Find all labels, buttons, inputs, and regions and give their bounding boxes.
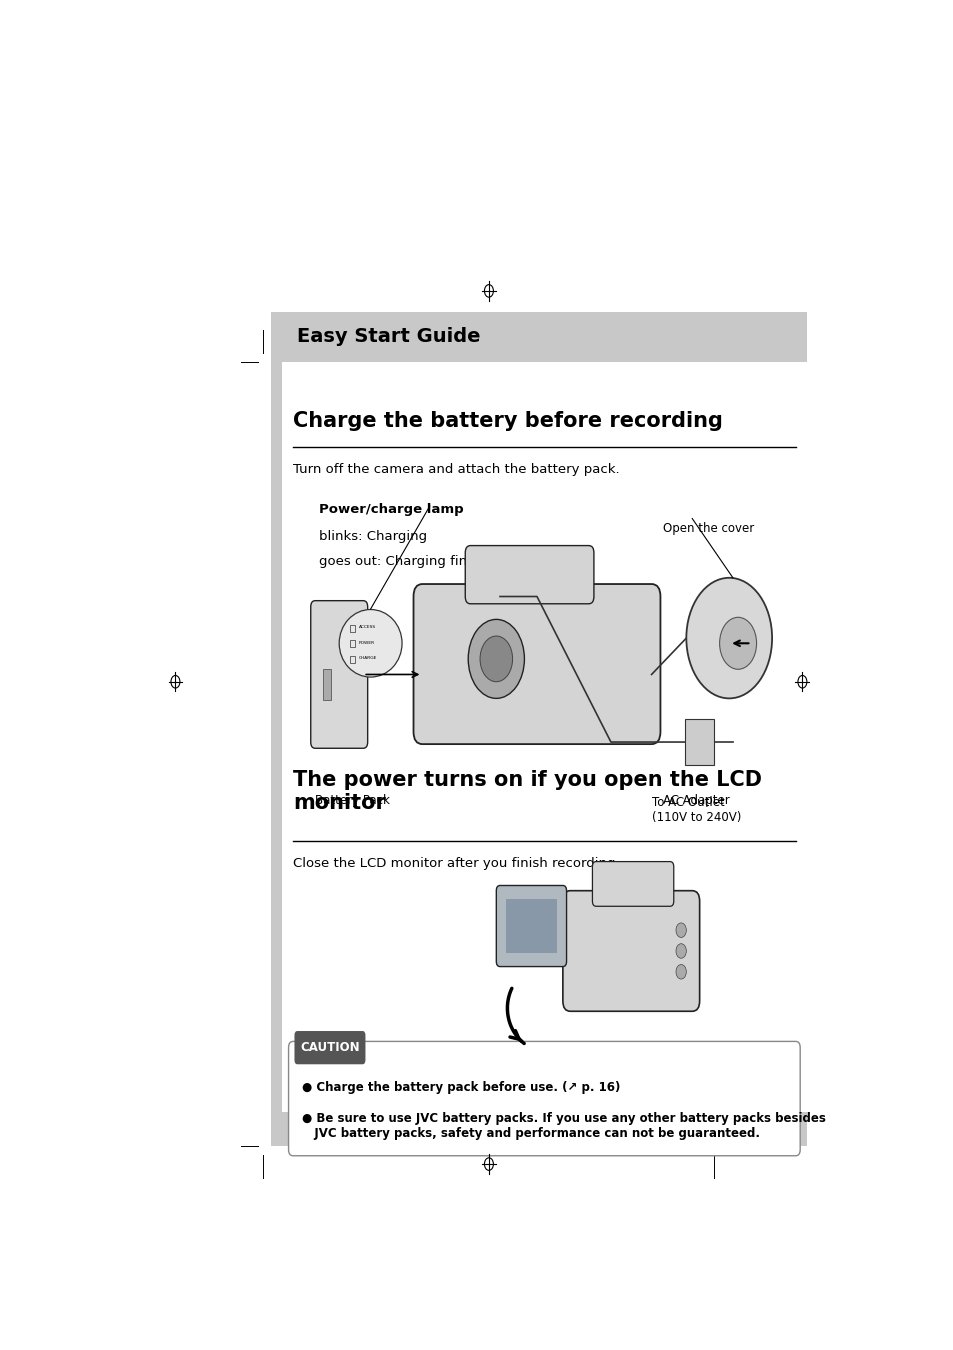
FancyBboxPatch shape <box>282 362 806 1112</box>
Text: The power turns on if you open the LCD
monitor: The power turns on if you open the LCD m… <box>293 769 761 813</box>
Text: POWER: POWER <box>358 641 375 645</box>
Text: Close the LCD monitor after you finish recording.: Close the LCD monitor after you finish r… <box>293 857 618 871</box>
Circle shape <box>719 617 756 670</box>
Text: Power/charge lamp: Power/charge lamp <box>318 504 463 516</box>
Text: CHARGE: CHARGE <box>358 656 376 660</box>
FancyBboxPatch shape <box>592 861 673 906</box>
Bar <box>350 640 355 648</box>
FancyBboxPatch shape <box>271 362 284 1112</box>
Text: ACCESS: ACCESS <box>358 625 375 629</box>
FancyBboxPatch shape <box>311 601 367 748</box>
Text: 2: 2 <box>293 1122 302 1137</box>
FancyBboxPatch shape <box>271 312 806 362</box>
Text: CAUTION: CAUTION <box>300 1041 359 1054</box>
FancyBboxPatch shape <box>684 720 714 765</box>
FancyBboxPatch shape <box>271 1112 806 1146</box>
Circle shape <box>676 923 685 937</box>
FancyBboxPatch shape <box>465 545 594 603</box>
Circle shape <box>676 964 685 979</box>
Circle shape <box>468 620 524 698</box>
FancyBboxPatch shape <box>288 1041 800 1156</box>
Circle shape <box>676 944 685 958</box>
FancyBboxPatch shape <box>578 589 657 740</box>
Circle shape <box>685 578 771 698</box>
Ellipse shape <box>339 609 401 678</box>
Text: ● Charge the battery pack before use. (↗ p. 16): ● Charge the battery pack before use. (↗… <box>301 1081 619 1094</box>
Bar <box>350 656 355 663</box>
Text: To AC Outlet
(110V to 240V): To AC Outlet (110V to 240V) <box>651 796 740 824</box>
FancyBboxPatch shape <box>496 886 566 967</box>
Bar <box>322 670 331 701</box>
Text: ● Be sure to use JVC battery packs. If you use any other battery packs besides
 : ● Be sure to use JVC battery packs. If y… <box>301 1112 825 1141</box>
Text: blinks: Charging: blinks: Charging <box>318 531 427 543</box>
Bar <box>350 625 355 632</box>
Text: Turn off the camera and attach the battery pack.: Turn off the camera and attach the batte… <box>293 463 618 477</box>
Circle shape <box>479 636 512 682</box>
Text: Easy Start Guide: Easy Start Guide <box>296 327 479 346</box>
Text: AC Adapter: AC Adapter <box>662 794 729 807</box>
Text: Charge the battery before recording: Charge the battery before recording <box>293 412 722 432</box>
FancyBboxPatch shape <box>413 585 659 744</box>
Text: Open the cover: Open the cover <box>662 521 753 535</box>
Text: EN: EN <box>317 1125 331 1134</box>
FancyBboxPatch shape <box>562 891 699 1011</box>
Bar <box>505 899 557 953</box>
Text: goes out: Charging finished: goes out: Charging finished <box>318 555 502 568</box>
Text: Battery Pack: Battery Pack <box>314 794 390 807</box>
FancyBboxPatch shape <box>294 1031 365 1064</box>
